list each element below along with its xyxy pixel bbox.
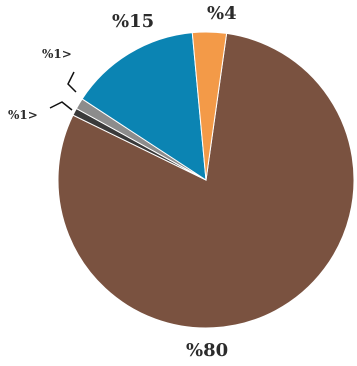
slice-80	[57, 32, 355, 329]
leader-line-gray-slice	[67, 71, 77, 93]
slice-4	[191, 31, 228, 181]
pie-slices	[57, 31, 355, 329]
slice-label-lt1-dark: %1>	[8, 108, 38, 122]
slice-label-80: %80	[186, 340, 228, 361]
slice-15	[81, 32, 207, 181]
slice-label-4: %4	[207, 3, 237, 24]
slice-label-lt1-gray: %1>	[42, 47, 72, 61]
slice-label-15: %15	[112, 11, 154, 32]
leader-line-dark-slice	[49, 101, 73, 111]
